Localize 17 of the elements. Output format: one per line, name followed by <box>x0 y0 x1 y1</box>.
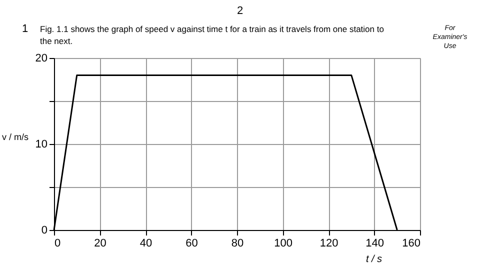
text: 1 <box>22 23 28 35</box>
y-tick-label: 0 <box>41 224 48 236</box>
y-tick-label: 20 <box>35 52 48 64</box>
x-tick-label: 20 <box>94 238 106 250</box>
x-tick-label: 100 <box>274 238 292 250</box>
x-tick-label: 120 <box>320 238 338 250</box>
x-tick-label: 80 <box>231 238 244 250</box>
x-tick-label: 60 <box>186 238 198 250</box>
x-tick-label: 40 <box>140 238 152 250</box>
x-tick-label: 0 <box>54 238 61 250</box>
y-tick-label: 10 <box>35 138 48 150</box>
x-tick-label: 160 <box>402 238 420 250</box>
y-axis-title: v / m/s <box>2 132 29 142</box>
text: 2 <box>236 5 244 17</box>
x-tick-label: 140 <box>366 238 384 250</box>
x-axis-title: t / s <box>366 254 382 265</box>
chart-title: Fig. 1.1 shows the graph of speed v against time t for a train as it travels from one station to the next. <box>40 24 384 46</box>
